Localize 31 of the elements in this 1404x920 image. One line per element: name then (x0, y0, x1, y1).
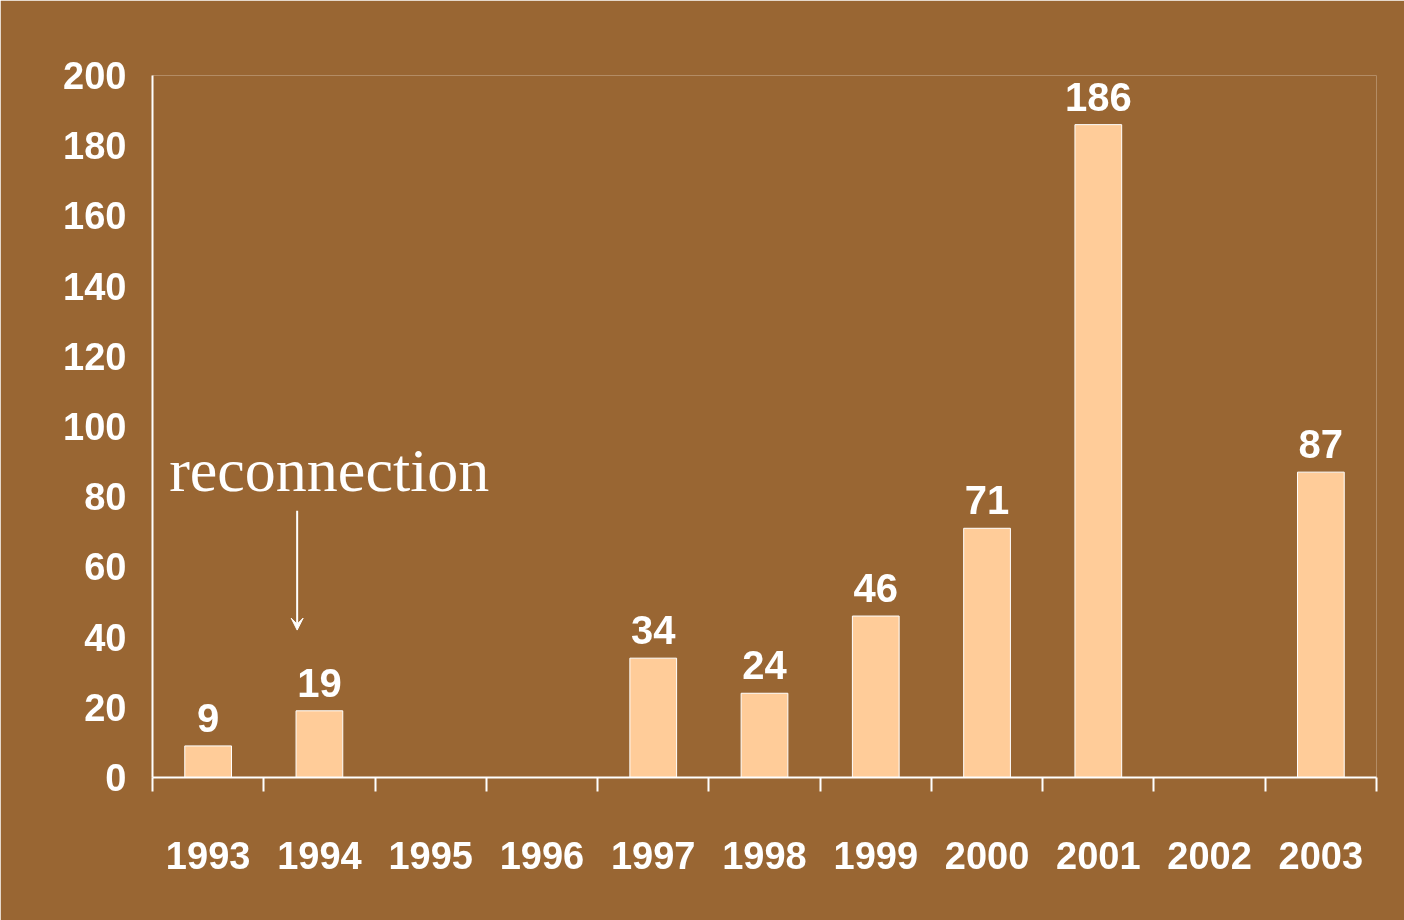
y-tick-label: 80 (84, 476, 127, 519)
y-tick-label: 120 (63, 335, 127, 378)
x-tick-label: 1994 (277, 834, 362, 877)
x-tick-label: 1996 (499, 834, 585, 877)
x-tick-label: 2003 (1278, 834, 1364, 877)
x-tick-label: 1998 (722, 834, 807, 877)
x-tick-label: 1999 (833, 834, 919, 877)
y-tick-label: 200 (63, 55, 127, 97)
data-label: 34 (630, 608, 677, 653)
y-tick-label: 60 (84, 546, 127, 589)
y-tick-label: 100 (63, 406, 127, 448)
data-label: 24 (742, 643, 788, 688)
x-tick-label: 2000 (944, 834, 1030, 877)
x-tick-label: 2002 (1167, 834, 1252, 877)
data-label: 46 (853, 566, 899, 611)
data-label: 71 (964, 478, 1010, 523)
y-tick-label: 20 (84, 686, 127, 729)
data-label: 87 (1298, 422, 1344, 467)
annotation: reconnection (169, 435, 490, 504)
data-label: 9 (197, 695, 220, 740)
y-tick-label: 160 (63, 195, 127, 238)
x-tick-label: 2001 (1056, 834, 1141, 877)
y-tick-label: 140 (63, 265, 127, 308)
data-label: 19 (297, 660, 342, 705)
x-tick-label: 1995 (388, 834, 473, 877)
y-tick-label: 0 (105, 757, 127, 799)
y-tick-label: 180 (63, 125, 127, 168)
x-tick-label: 1997 (610, 834, 696, 877)
data-label: 186 (1064, 74, 1132, 119)
x-tick-label: 1993 (165, 834, 251, 877)
y-tick-label: 40 (84, 616, 127, 659)
